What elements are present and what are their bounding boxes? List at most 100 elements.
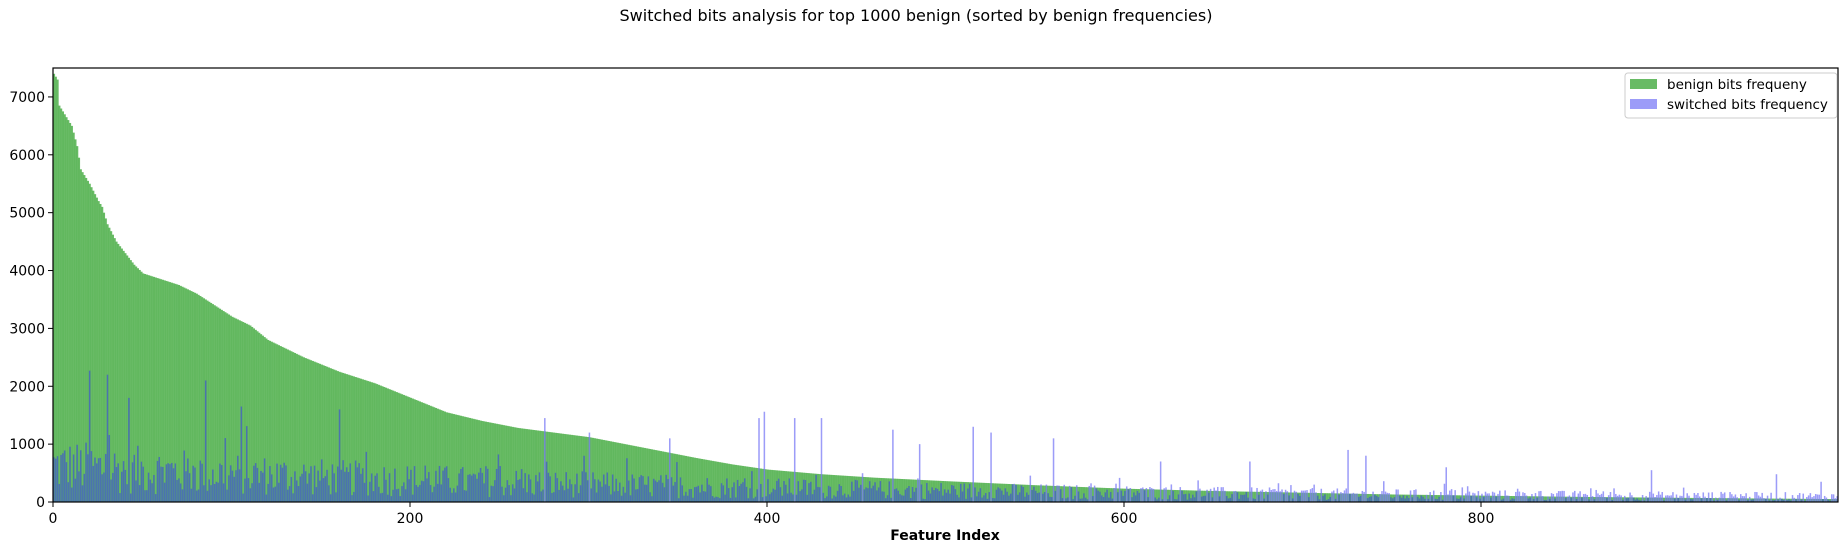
benign-bar <box>781 470 784 502</box>
benign-bar <box>220 309 223 502</box>
switched-bar <box>335 492 337 502</box>
switched-bar <box>115 467 118 502</box>
switched-bar <box>1006 491 1008 502</box>
switched-bar <box>1622 499 1624 502</box>
switched-bar <box>410 469 412 502</box>
switched-bar <box>251 483 253 502</box>
benign-bar <box>342 372 345 502</box>
benign-bar <box>451 413 454 502</box>
switched-bar <box>1395 489 1398 502</box>
switched-bar <box>1425 494 1428 502</box>
switched-bar <box>524 473 526 502</box>
switched-bar <box>119 493 121 502</box>
benign-bar <box>1091 487 1094 502</box>
benign-bar <box>595 438 598 502</box>
benign-bar <box>647 448 650 502</box>
benign-bar <box>127 257 131 502</box>
benign-bar <box>408 397 411 502</box>
switched-bar <box>279 464 282 502</box>
switched-bar <box>317 470 319 502</box>
switched-bar <box>556 478 559 502</box>
switched-bar <box>229 465 232 502</box>
switched-bar <box>758 418 760 502</box>
switched-bar <box>724 494 726 502</box>
switched-bar <box>292 493 294 502</box>
switched-bar <box>1595 489 1597 502</box>
benign-bar <box>133 264 136 502</box>
switched-bar <box>685 491 687 502</box>
benign-bar <box>349 375 352 502</box>
switched-bar <box>1641 495 1644 502</box>
benign-bar <box>179 285 182 502</box>
switched-bar <box>313 465 316 502</box>
switched-bar <box>81 485 84 502</box>
switched-bar <box>1254 498 1256 502</box>
benign-bar <box>1391 494 1394 502</box>
switched-bar <box>1322 495 1324 502</box>
benign-bar <box>434 407 438 502</box>
switched-bar <box>642 476 644 502</box>
switched-bar <box>936 488 939 502</box>
benign-bar <box>63 114 66 502</box>
switched-bar <box>1741 496 1744 502</box>
switched-bar <box>1513 498 1515 502</box>
switched-bar <box>743 478 746 502</box>
switched-bar <box>663 487 666 502</box>
switched-bar <box>1823 495 1826 502</box>
switched-bar <box>1806 497 1808 502</box>
switched-bar <box>1524 493 1526 502</box>
switched-bar <box>235 470 237 502</box>
switched-bar <box>270 474 273 502</box>
switched-bar <box>67 482 69 502</box>
switched-bar <box>122 461 125 502</box>
benign-bar <box>526 429 529 502</box>
switched-bar <box>1399 495 1401 502</box>
switched-bar <box>511 484 514 502</box>
switched-bar <box>1188 493 1190 502</box>
switched-bar <box>876 490 878 502</box>
benign-bar <box>958 481 961 502</box>
benign-bar <box>929 480 932 502</box>
switched-bar <box>749 488 751 502</box>
benign-bar <box>756 468 759 502</box>
switched-bar <box>695 486 698 502</box>
benign-bar <box>702 459 705 502</box>
benign-bar <box>1065 486 1068 502</box>
switched-bar <box>242 493 244 502</box>
switched-bar <box>1340 492 1342 502</box>
benign-bar <box>568 434 571 502</box>
switched-bar <box>1252 498 1255 502</box>
benign-bar <box>715 461 718 502</box>
benign-bar <box>167 281 170 502</box>
switched-bar <box>590 488 592 502</box>
benign-bar <box>85 177 88 502</box>
benign-bar <box>1166 489 1169 502</box>
benign-bar <box>229 315 232 502</box>
switched-bar <box>1545 500 1547 502</box>
switched-bar <box>1308 497 1310 502</box>
switched-bar <box>1263 498 1265 502</box>
switched-bar <box>408 479 410 502</box>
switched-bar <box>1266 494 1269 502</box>
switched-bar <box>1115 483 1117 502</box>
benign-bar <box>170 282 173 502</box>
switched-bar <box>1081 498 1083 502</box>
switched-bar <box>1756 492 1758 502</box>
switched-bar <box>419 484 421 502</box>
switched-bar <box>1056 485 1058 502</box>
switched-bar <box>745 486 748 502</box>
switched-bar <box>1556 493 1558 502</box>
benign-bar <box>74 139 77 502</box>
benign-bar <box>602 439 605 502</box>
switched-bar <box>1691 499 1694 502</box>
switched-bar <box>490 485 493 502</box>
benign-bar <box>708 460 711 502</box>
switched-bar <box>497 454 500 502</box>
switched-bar <box>547 472 550 502</box>
switched-bar <box>1259 490 1262 502</box>
switched-bar <box>238 469 241 502</box>
switched-bar <box>754 496 757 502</box>
benign-bar <box>295 353 298 502</box>
benign-bar <box>354 377 357 502</box>
switched-bar <box>1666 495 1669 502</box>
